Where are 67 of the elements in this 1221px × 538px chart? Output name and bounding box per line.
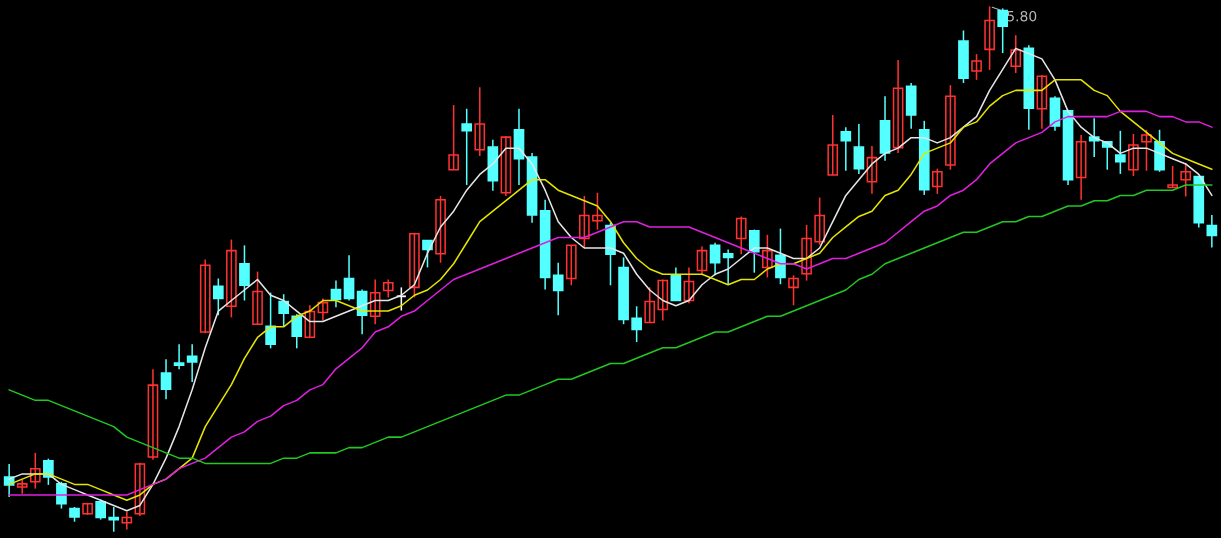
candlestick [212, 277, 224, 316]
candlestick [866, 145, 878, 195]
candlestick [1010, 34, 1022, 74]
candlestick [1206, 214, 1218, 249]
candlestick [278, 293, 290, 328]
candlestick [945, 84, 956, 171]
candlestick [1128, 133, 1139, 177]
candlestick [631, 305, 642, 343]
candlestick [657, 278, 669, 322]
candlestick [226, 238, 237, 319]
candlestick [173, 343, 185, 371]
candlestick [696, 245, 708, 276]
candlestick [121, 510, 133, 531]
candlestick [330, 279, 342, 309]
candlestick [409, 231, 420, 299]
candlestick [565, 244, 577, 287]
candlestick [108, 506, 120, 533]
candlestick [814, 196, 826, 246]
candlestick [304, 304, 316, 340]
candlestick [29, 452, 41, 490]
candlestick [1167, 165, 1178, 189]
candlestick [265, 291, 276, 350]
candlestick [735, 215, 747, 256]
annotation: 5.80 [1007, 10, 1037, 22]
candlestick [997, 7, 1009, 54]
candlestick [1180, 162, 1192, 198]
candlestick [853, 123, 865, 175]
candlestick [500, 135, 512, 197]
candlestick [579, 195, 590, 249]
candlestick [722, 248, 734, 286]
candlestick [134, 462, 146, 517]
candlestick [16, 478, 28, 495]
candlestick [461, 107, 473, 186]
candlestick [252, 270, 263, 325]
candlestick [317, 297, 329, 322]
candlestick [748, 228, 760, 274]
candlestick [474, 86, 486, 157]
candlestick [984, 5, 995, 71]
candlestick [1088, 117, 1100, 158]
candlestick [801, 224, 812, 282]
candlestick [147, 368, 159, 461]
candlestick [683, 266, 695, 304]
candlestick [448, 104, 459, 171]
candlestick [343, 254, 355, 302]
candlestick [199, 258, 211, 334]
candlestick [840, 126, 852, 172]
candlestick [827, 114, 839, 176]
candlestick [931, 167, 943, 195]
candlestick [762, 234, 773, 279]
candlestick [291, 313, 303, 350]
candlestick [1114, 130, 1126, 175]
candlestick [788, 274, 799, 307]
candlestick [369, 278, 381, 325]
candlestick [592, 192, 603, 231]
candlestick [186, 343, 198, 383]
candlestick [552, 261, 564, 316]
candlestick [892, 59, 904, 154]
candlestick [644, 286, 656, 324]
candlestick [160, 358, 172, 401]
candlestick [435, 195, 446, 264]
candlestick [239, 244, 250, 302]
candlestick [971, 53, 982, 81]
candlestick [1036, 74, 1048, 130]
candlestick [709, 241, 721, 277]
candlestick [382, 278, 394, 299]
candlestick [1141, 129, 1152, 172]
candlestick [1075, 134, 1087, 201]
